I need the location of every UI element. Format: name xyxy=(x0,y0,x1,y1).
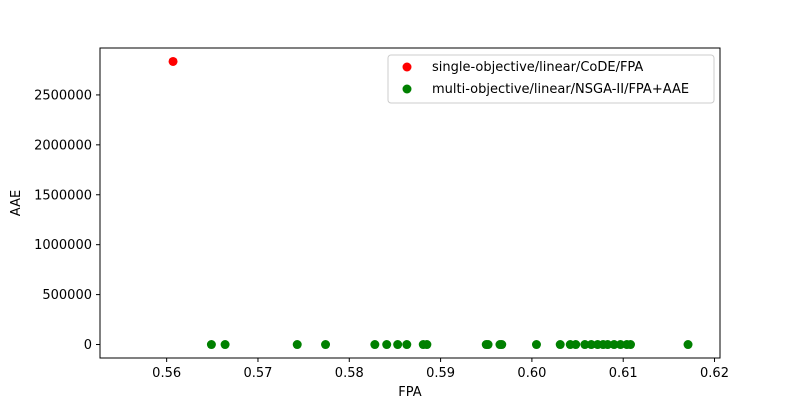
x-tick-label: 0.57 xyxy=(243,366,272,381)
data-point-series-2-25 xyxy=(615,340,625,350)
axis-ticks: 0.56 0.57 0.58 0.59 0.60 0.61 0.62 0 500000 10000… xyxy=(34,88,729,381)
data-point-series-2-2 xyxy=(220,340,230,350)
data-point-series-2-23 xyxy=(603,340,613,350)
x-axis-label: FPA xyxy=(398,385,421,400)
x-tick-label: 0.61 xyxy=(609,366,638,381)
data-point-series-2-16 xyxy=(555,340,565,350)
legend-label-multi-objective: multi-objective/linear/NSGA-II/FPA+AAE xyxy=(432,82,689,97)
y-axis-label: AAE xyxy=(9,190,24,216)
x-tick-label: 0.56 xyxy=(152,366,181,381)
data-point-series-2-5 xyxy=(370,340,380,350)
data-point-series-2-10 xyxy=(422,340,432,350)
data-point-series-2-20 xyxy=(586,340,596,350)
data-point-series-2-6 xyxy=(382,340,392,350)
x-tick-label: 0.58 xyxy=(335,366,364,381)
legend-marker-multi-objective xyxy=(402,84,412,94)
y-tick-label: 2500000 xyxy=(34,88,92,103)
legend-box xyxy=(387,54,715,104)
data-points xyxy=(168,56,693,350)
x-tick-label: 0.59 xyxy=(426,366,455,381)
data-point-series-2-12 xyxy=(483,340,493,350)
data-point-series-2-7 xyxy=(393,340,403,350)
y-tick-label: 1000000 xyxy=(34,238,92,253)
legend-marker-single-objective xyxy=(402,62,412,72)
y-tick-label: 1500000 xyxy=(34,188,92,203)
x-tick-label: 0.60 xyxy=(517,366,546,381)
data-point-series-2-19 xyxy=(580,340,590,350)
y-tick-label: 0 xyxy=(84,338,92,353)
data-point-series-2-4 xyxy=(321,340,331,350)
data-point-series-2-1 xyxy=(206,340,216,350)
data-point-series-2-27 xyxy=(626,340,636,350)
data-point-series-2-18 xyxy=(571,340,581,350)
y-tick-label: 2000000 xyxy=(34,138,92,153)
data-point-series-2-15 xyxy=(531,340,541,350)
x-tick-label: 0.62 xyxy=(700,366,729,381)
data-point-series-1-1 xyxy=(168,56,178,66)
legend-label-single-objective: single-objective/linear/CoDE/FPA xyxy=(432,60,643,75)
data-point-series-2-24 xyxy=(609,340,619,350)
plot-area-frame xyxy=(99,47,721,359)
data-point-series-2-28 xyxy=(683,340,693,350)
data-point-series-2-14 xyxy=(497,340,507,350)
data-point-series-2-8 xyxy=(402,340,412,350)
data-point-series-2-3 xyxy=(292,340,302,350)
y-tick-label: 500000 xyxy=(42,288,92,303)
legend: single-objective/linear/CoDE/FPA multi-o… xyxy=(387,54,715,104)
